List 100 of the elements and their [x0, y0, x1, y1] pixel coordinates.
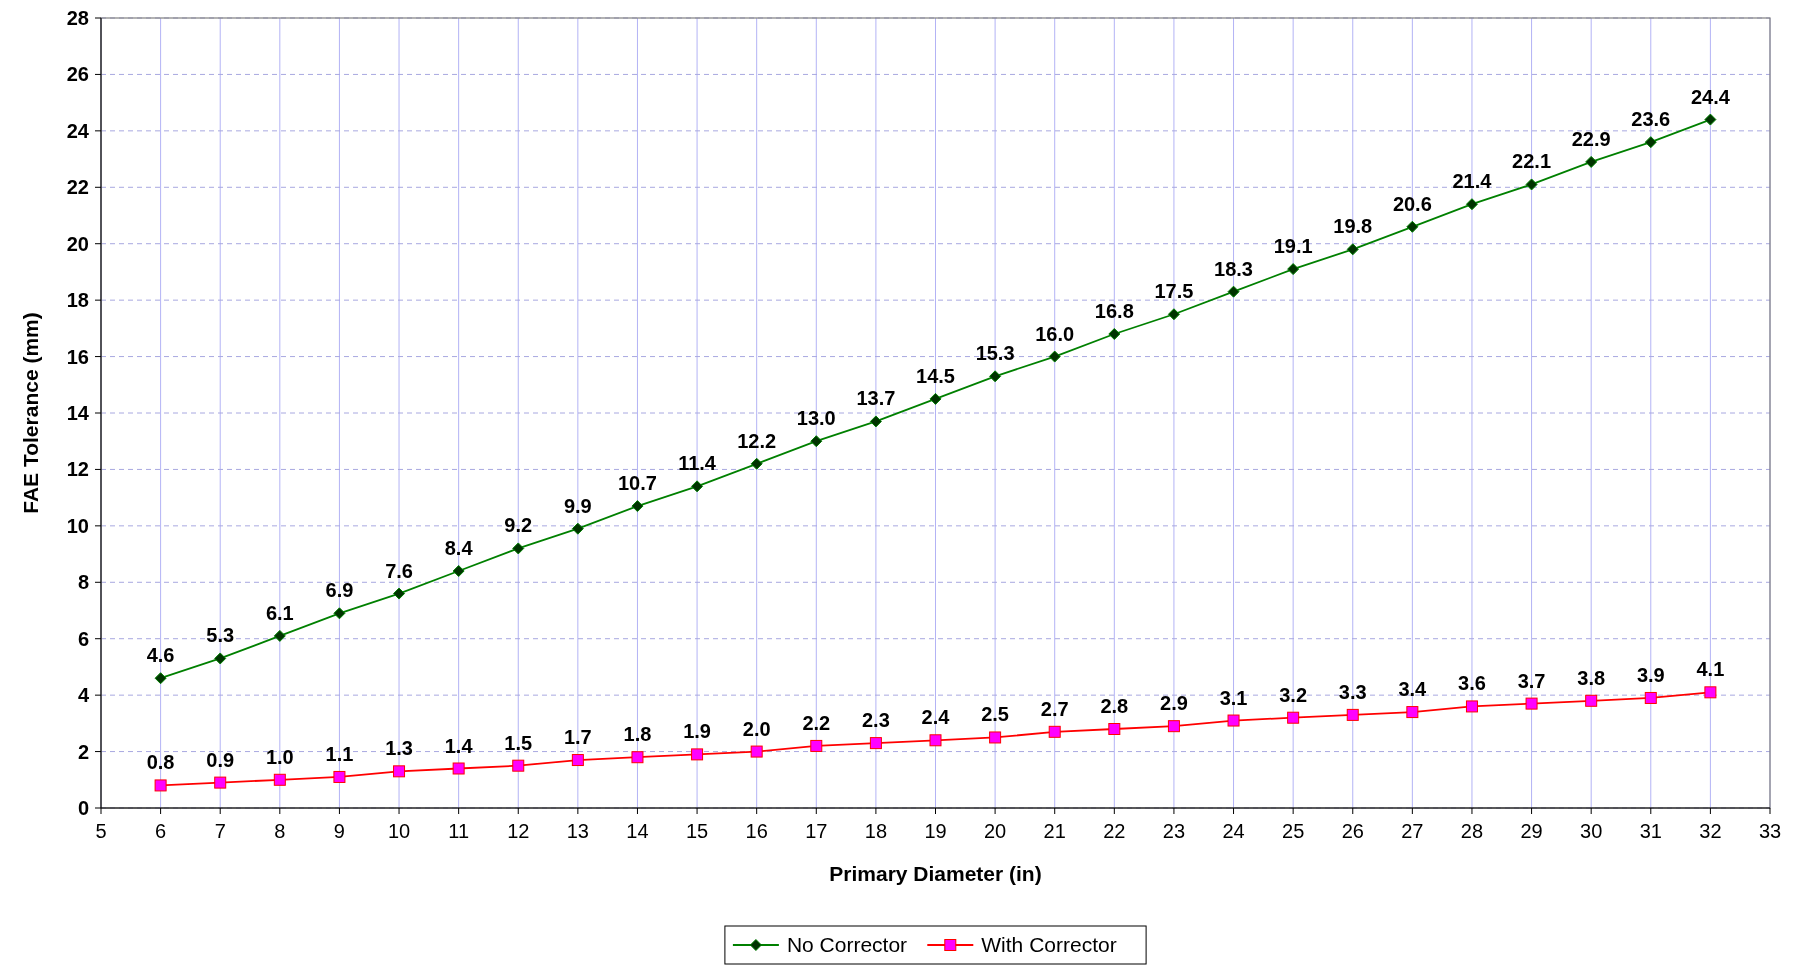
data-label: 1.1: [325, 742, 354, 765]
x-tick-label: 27: [1401, 820, 1424, 842]
data-label: 14.5: [916, 364, 955, 387]
point: [1108, 328, 1121, 340]
point: [691, 480, 704, 493]
data-label: 0.8: [146, 751, 175, 774]
data-label: 21.4: [1452, 170, 1493, 193]
point: [1048, 725, 1061, 738]
y-axis-title: FAE Tolerance (mm): [19, 312, 42, 514]
point: [1227, 714, 1240, 727]
point: [214, 776, 227, 789]
x-tick-label: 23: [1162, 820, 1186, 842]
x-tick-label: 22: [1103, 820, 1126, 842]
point: [989, 731, 1002, 744]
y-tick-label: 4: [77, 684, 90, 707]
data-label: 5.3: [206, 624, 235, 647]
data-label: 11.4: [678, 452, 717, 475]
data-label: 2.7: [1040, 697, 1069, 720]
data-label: 16.0: [1035, 322, 1075, 345]
x-tick-label: 24: [1222, 820, 1245, 842]
point: [929, 392, 942, 405]
point: [393, 587, 406, 600]
data-label: 2.4: [921, 706, 951, 729]
point: [1525, 178, 1538, 191]
x-tick-label: 18: [864, 820, 888, 842]
data-label: 1.8: [623, 723, 652, 746]
point: [154, 779, 167, 792]
data-label: 20.6: [1392, 192, 1432, 215]
data-label: 15.3: [975, 342, 1015, 365]
x-tick-label: 28: [1460, 820, 1484, 842]
point: [154, 672, 167, 685]
data-label: 18.3: [1214, 257, 1253, 280]
x-tick-label: 16: [745, 820, 768, 842]
y-tick-label: 24: [66, 119, 90, 142]
x-tick-label: 20: [983, 820, 1007, 842]
point: [869, 415, 882, 428]
y-tick-label: 0: [77, 797, 89, 819]
x-tick-label: 32: [1699, 820, 1722, 842]
x-tick-label: 7: [214, 820, 226, 842]
data-label: 17.5: [1154, 280, 1194, 303]
data-label: 6.1: [265, 601, 294, 624]
point: [1406, 706, 1419, 719]
point: [512, 542, 525, 555]
data-label: 3.8: [1577, 666, 1606, 689]
data-label: 12.2: [737, 429, 777, 452]
data-label: 13.0: [796, 407, 836, 430]
point: [333, 770, 346, 783]
point: [750, 745, 763, 758]
x-tick-label: 30: [1580, 820, 1603, 842]
data-label: 22.9: [1571, 127, 1611, 150]
y-tick-label: 22: [66, 176, 89, 199]
point: [691, 748, 704, 761]
point: [1346, 708, 1359, 721]
point: [1644, 691, 1657, 704]
data-label: 7.6: [385, 559, 413, 582]
data-label: 2.8: [1100, 695, 1129, 717]
legend-label: With Corrector: [981, 933, 1117, 956]
data-label: 22.1: [1512, 150, 1552, 173]
point: [1287, 711, 1300, 724]
data-label: 0.9: [206, 748, 235, 771]
point: [273, 629, 286, 642]
data-label: 2.3: [861, 709, 890, 732]
data-label: 2.9: [1160, 692, 1188, 715]
y-tick-label: 26: [66, 63, 89, 86]
x-tick-label: 12: [507, 820, 530, 842]
data-label: 4.1: [1696, 658, 1725, 681]
point: [1048, 350, 1061, 363]
x-tick-label: 19: [924, 820, 947, 842]
data-label: 8.4: [444, 537, 474, 559]
data-label: 19.1: [1273, 235, 1313, 258]
point: [452, 565, 465, 577]
data-label: 1.0: [265, 745, 294, 768]
data-label: 13.7: [856, 387, 896, 410]
data-label: 1.3: [385, 737, 413, 760]
data-label: 1.5: [504, 731, 533, 754]
x-tick-label: 17: [805, 820, 828, 842]
data-label: 3.2: [1279, 683, 1308, 706]
data-label: 2.0: [742, 717, 771, 740]
point: [1167, 308, 1180, 321]
point: [1585, 155, 1598, 168]
legend-label: No Corrector: [786, 933, 908, 956]
point: [869, 737, 882, 750]
x-tick-label: 14: [626, 820, 649, 842]
x-tick-label: 13: [566, 820, 589, 842]
y-tick-label: 14: [66, 402, 90, 424]
x-tick-label: 21: [1043, 820, 1066, 842]
point: [1108, 723, 1121, 735]
x-tick-label: 8: [274, 820, 286, 842]
data-label: 23.6: [1631, 108, 1671, 131]
point: [1406, 220, 1419, 233]
point: [1346, 243, 1359, 256]
x-tick-label: 15: [685, 820, 709, 842]
x-tick-label: 9: [333, 820, 345, 842]
data-label: 16.8: [1094, 300, 1134, 322]
data-label: 6.9: [325, 579, 354, 602]
point: [631, 751, 644, 764]
point: [1704, 113, 1717, 126]
x-tick-label: 25: [1282, 820, 1305, 842]
point: [1525, 697, 1538, 710]
point: [1644, 136, 1657, 149]
